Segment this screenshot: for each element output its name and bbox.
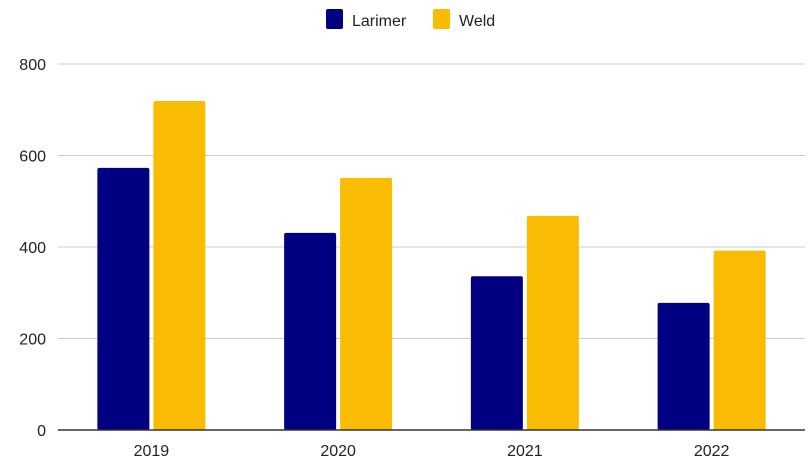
legend-label-larimer: Larimer bbox=[352, 13, 407, 30]
x-axis-ticks: 2019 2020 2021 2022 bbox=[134, 443, 730, 460]
bars bbox=[97, 101, 766, 431]
bar-larimer-2019 bbox=[97, 167, 150, 431]
bar-larimer-2020 bbox=[284, 232, 337, 430]
legend-label-weld: Weld bbox=[459, 13, 495, 30]
bar-larimer-2022 bbox=[657, 302, 710, 430]
legend: Larimer Weld bbox=[326, 9, 495, 30]
y-tick-label: 200 bbox=[19, 332, 46, 349]
bar-weld-2022 bbox=[713, 250, 766, 430]
y-tick-label: 0 bbox=[37, 423, 46, 440]
bar-weld-2019 bbox=[153, 101, 206, 431]
y-axis-ticks: 0 200 400 600 800 bbox=[19, 57, 46, 440]
bar-weld-2020 bbox=[340, 177, 393, 430]
x-tick-label: 2019 bbox=[134, 443, 170, 460]
y-tick-label: 400 bbox=[19, 240, 46, 257]
bar-larimer-2021 bbox=[470, 276, 523, 430]
y-tick-label: 800 bbox=[19, 57, 46, 74]
y-tick-label: 600 bbox=[19, 149, 46, 166]
x-tick-label: 2020 bbox=[320, 443, 356, 460]
x-tick-label: 2021 bbox=[507, 443, 543, 460]
legend-swatch-larimer bbox=[326, 9, 343, 29]
bar-weld-2021 bbox=[526, 215, 579, 430]
legend-swatch-weld bbox=[433, 9, 450, 29]
x-tick-label: 2022 bbox=[694, 443, 730, 460]
